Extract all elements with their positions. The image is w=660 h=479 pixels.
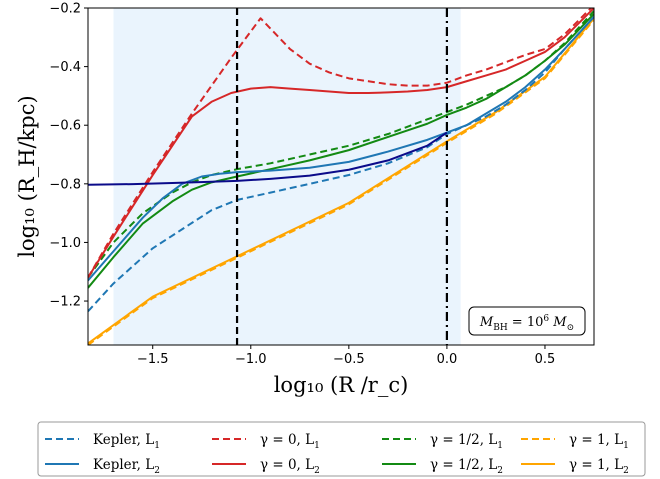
- legend-frame: [37, 421, 646, 477]
- legend-label-main: γ = 0, L: [260, 457, 314, 473]
- legend-label-main: γ = 1/2, L: [430, 432, 497, 448]
- legend-label: Kepler, L2: [93, 457, 160, 476]
- annotation-text: MBH = 106 M⊙: [479, 314, 574, 333]
- x-tick-label: 0.5: [535, 352, 556, 367]
- annotation-part-sub1: BH: [493, 323, 508, 333]
- axes-frame: [87, 7, 595, 346]
- legend-label: γ = 1, L1: [569, 432, 629, 451]
- x-tick-label: −0.5: [333, 352, 365, 367]
- x-tick-label: −1.5: [137, 352, 169, 367]
- legend-label-sub: 1: [314, 441, 320, 451]
- y-tick-label: −0.6: [49, 119, 81, 134]
- annotation-box: MBH = 106 M⊙: [468, 306, 586, 336]
- annotation-part-sub2: ⊙: [567, 323, 575, 333]
- legend-label: γ = 1, L2: [569, 457, 629, 476]
- x-tick-label: 0.0: [437, 352, 458, 367]
- y-tick-label: −1.0: [49, 236, 81, 251]
- legend-label-sub: 2: [154, 466, 160, 476]
- legend-label: γ = 0, L2: [260, 457, 320, 476]
- y-tick-label: −0.4: [49, 60, 81, 75]
- series-line-kepler-l1: [88, 16, 594, 312]
- series-line-gamma0-l1: [88, 8, 593, 279]
- legend-label-main: γ = 1, L: [569, 457, 623, 473]
- series-line-gamma1-l1: [88, 19, 594, 345]
- y-axis-label: log₁₀ (R_H/kpc): [15, 95, 39, 257]
- legend: Kepler, L1 γ = 0, L1 γ = 1/2, L1 γ = 1, L1K…: [37, 421, 646, 477]
- legend-label-main: Kepler, L: [93, 432, 154, 448]
- series-line-gamma-half-l1: [88, 10, 594, 279]
- legend-label: γ = 1/2, L1: [430, 432, 503, 451]
- series-line-gamma-half-l2: [88, 13, 594, 289]
- legend-label-sub: 2: [623, 466, 629, 476]
- annotation-part-mid: = 10: [508, 315, 544, 330]
- series-group: [88, 8, 594, 345]
- legend-label-sub: 1: [154, 441, 160, 451]
- annotation-part-m2: M: [549, 315, 567, 330]
- series-line-gamma1-l2: [88, 17, 594, 345]
- x-axis-label: log₁₀ (R /r_c): [274, 373, 409, 397]
- series-line-gamma0-l2: [88, 8, 594, 279]
- axes: −1.5 −1.0 −0.5 0.0 0.5 −1.2 −1.0 −0.8 −0.6 −0.4 −0…: [15, 2, 595, 397]
- plot-area: [88, 8, 594, 345]
- annotation-frame: [468, 306, 586, 336]
- legend-label: γ = 1/2, L2: [430, 457, 503, 476]
- legend-label-main: γ = 1, L: [569, 432, 623, 448]
- annotation-part-main: M: [479, 315, 494, 330]
- legend-label: Kepler, L1: [93, 432, 160, 451]
- series-line-kepler-l2: [88, 16, 594, 282]
- legend-label-main: γ = 0, L: [260, 432, 314, 448]
- annotation-part-sup: 6: [543, 314, 549, 324]
- legend-label-sub: 1: [623, 441, 629, 451]
- legend-label-sub: 2: [314, 466, 320, 476]
- legend-label-sub: 2: [497, 466, 503, 476]
- y-tick-label: −0.8: [49, 177, 81, 192]
- legend-label-main: γ = 1/2, L: [430, 457, 497, 473]
- legend-label-sub: 1: [497, 441, 503, 451]
- y-tick-label: −0.2: [49, 2, 81, 17]
- series-line-navy-line: [88, 131, 448, 186]
- legend-label: γ = 0, L1: [260, 432, 320, 451]
- y-tick-label: −1.2: [49, 295, 81, 310]
- x-tick-label: −1.0: [235, 352, 267, 367]
- legend-label-main: Kepler, L: [93, 457, 154, 473]
